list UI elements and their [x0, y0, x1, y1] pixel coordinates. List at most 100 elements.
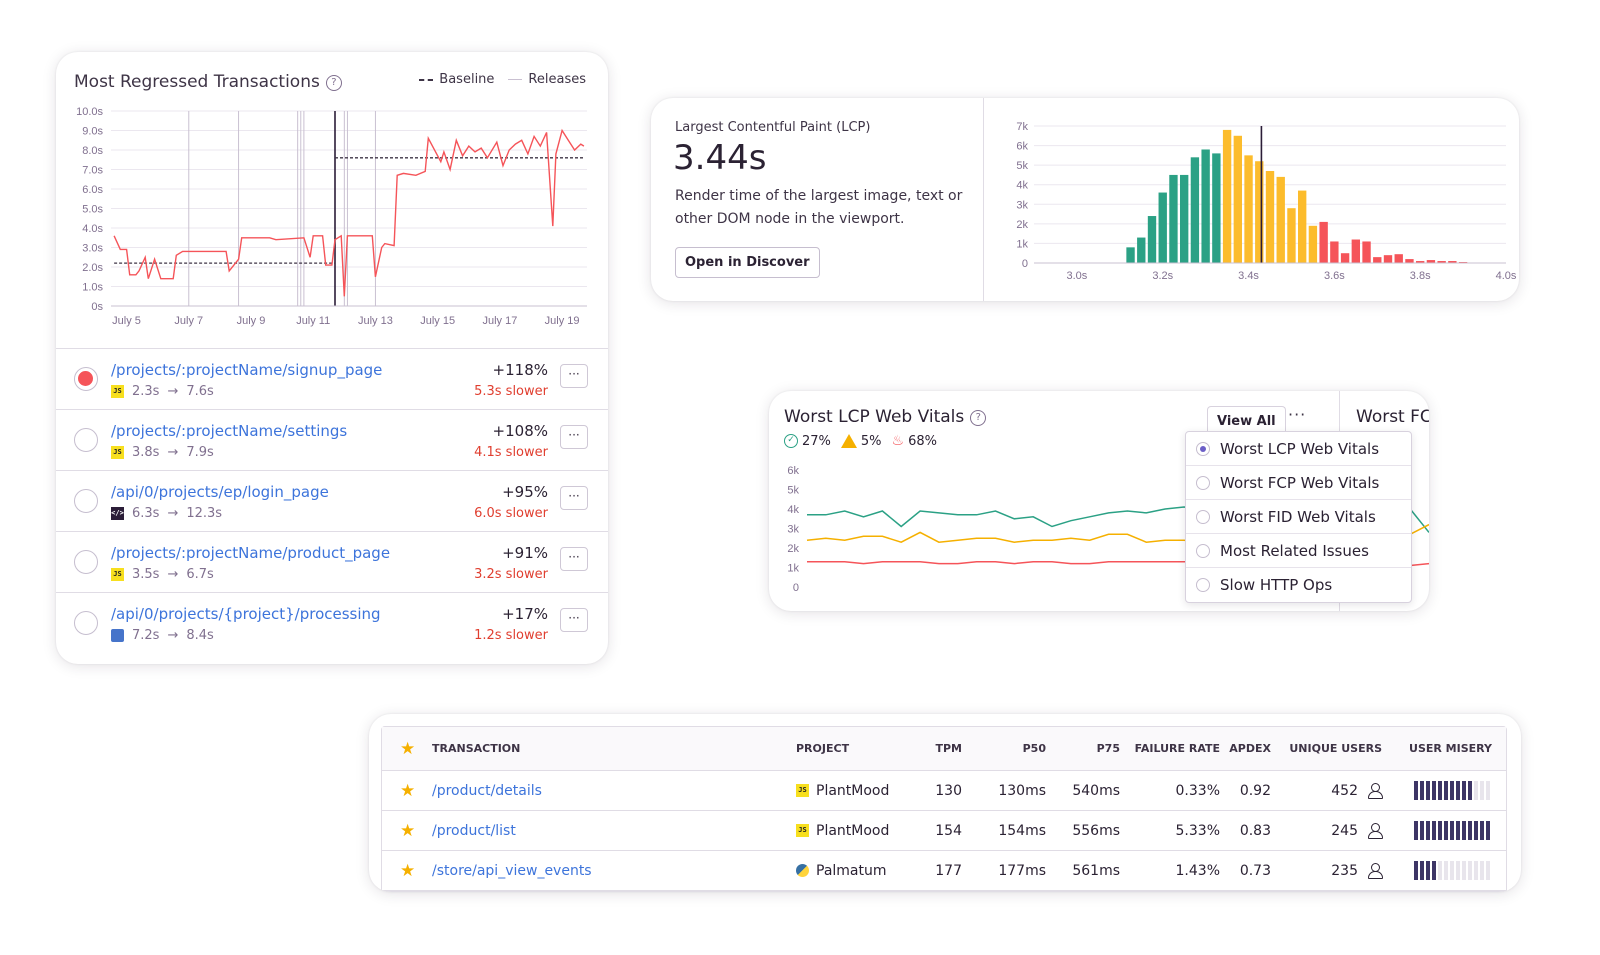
x-tick-label: 3.8s: [1410, 270, 1431, 282]
y-tick-label: 5.0s: [82, 204, 103, 216]
misery-segment: [1462, 821, 1466, 840]
header-tpm[interactable]: TPM: [935, 742, 962, 755]
lcp-card: Largest Contentful Paint (LCP) 3.44s Ren…: [651, 98, 1519, 301]
table-row: ★ /store/api_view_events Palmatum 177 177ms 5…: [382, 851, 1506, 891]
histogram-bar: [1351, 239, 1361, 263]
radio-icon: [1196, 441, 1210, 456]
transaction-name-link[interactable]: /projects/:projectName/settings: [111, 422, 348, 440]
x-tick-label: 3.4s: [1238, 270, 1259, 282]
menu-item[interactable]: Slow HTTP Ops: [1186, 568, 1411, 602]
arrow-right-icon: →: [167, 445, 179, 460]
star-header-icon: ★: [400, 738, 416, 759]
misery-segment: [1432, 781, 1436, 800]
menu-item[interactable]: Worst FCP Web Vitals: [1186, 466, 1411, 500]
transaction-radio[interactable]: [74, 489, 98, 513]
duration-before: 3.8s: [132, 445, 160, 460]
row-more-button[interactable]: ···: [560, 547, 588, 571]
misery-segment: [1414, 781, 1418, 800]
row-more-button[interactable]: ···: [560, 608, 588, 632]
view-all-button[interactable]: View All: [1207, 406, 1286, 435]
histogram-bar: [1308, 225, 1318, 263]
transaction-link[interactable]: /store/api_view_events: [432, 862, 592, 879]
transaction-name-link[interactable]: /api/0/projects/ep/login_page: [111, 483, 329, 501]
header-failure-rate[interactable]: FAILURE RATE: [1134, 742, 1220, 755]
histogram-bar: [1147, 216, 1157, 263]
cell-tpm: 177: [935, 862, 962, 879]
transaction-list: /projects/:projectName/signup_page JS 2.3s…: [56, 348, 608, 653]
python-icon: [796, 864, 809, 877]
transaction-row[interactable]: /projects/:projectName/settings JS 3.8s → 7.…: [56, 409, 608, 470]
y-tick-label: 1.0s: [82, 282, 103, 294]
transaction-radio[interactable]: [74, 428, 98, 452]
row-more-button[interactable]: ···: [560, 486, 588, 510]
menu-item-label: Worst LCP Web Vitals: [1220, 439, 1380, 458]
misery-segment: [1414, 861, 1418, 880]
histogram-bar: [1244, 155, 1253, 263]
transaction-row[interactable]: /api/0/projects/{project}/processing 7.2s…: [56, 592, 608, 653]
legend-baseline[interactable]: Baseline: [419, 72, 494, 87]
transaction-link[interactable]: /product/details: [432, 782, 542, 799]
x-tick-label: July 15: [420, 315, 455, 327]
menu-item[interactable]: Worst FID Web Vitals: [1186, 500, 1411, 534]
transaction-durations: JS 3.8s → 7.9s: [111, 445, 214, 460]
star-icon[interactable]: ★: [400, 860, 416, 881]
duration-after: 6.7s: [186, 567, 214, 582]
duration-before: 6.3s: [132, 506, 160, 521]
header-p75[interactable]: P75: [1096, 742, 1120, 755]
star-icon[interactable]: ★: [400, 820, 416, 841]
transaction-row[interactable]: /projects/:projectName/product_page JS 3.5…: [56, 531, 608, 592]
y-tick-label: 0: [793, 582, 799, 594]
transaction-link[interactable]: /product/list: [432, 822, 516, 839]
solid-line-icon: [508, 79, 523, 80]
open-in-discover-button[interactable]: Open in Discover: [675, 247, 820, 278]
header-unique-users[interactable]: UNIQUE USERS: [1289, 742, 1382, 755]
vitals-summary: ✓ 27% 5% ♨ 68%: [784, 433, 937, 449]
row-more-button[interactable]: ···: [560, 364, 588, 388]
help-icon[interactable]: ?: [970, 410, 987, 426]
transaction-name-link[interactable]: /projects/:projectName/signup_page: [111, 361, 383, 379]
transaction-row[interactable]: /projects/:projectName/signup_page JS 2.3s…: [56, 348, 608, 409]
misery-segment: [1486, 861, 1490, 880]
menu-item[interactable]: Worst LCP Web Vitals: [1186, 432, 1411, 466]
histogram-bar: [1426, 260, 1436, 263]
transaction-name-link[interactable]: /api/0/projects/{project}/processing: [111, 605, 381, 623]
transaction-radio[interactable]: [74, 611, 98, 635]
help-icon[interactable]: ?: [325, 75, 342, 91]
duration-after: 7.6s: [186, 384, 214, 399]
misery-segment: [1480, 821, 1484, 840]
arrow-right-icon: →: [167, 567, 179, 582]
header-p50[interactable]: P50: [1022, 742, 1046, 755]
transaction-radio[interactable]: [74, 367, 98, 391]
duration-after: 8.4s: [186, 628, 214, 643]
lcp-value: 3.44s: [673, 138, 767, 178]
x-tick-label: July 5: [112, 315, 141, 327]
misery-segment: [1462, 861, 1466, 880]
star-icon[interactable]: ★: [400, 780, 416, 801]
header-apdex[interactable]: APDEX: [1229, 742, 1271, 755]
histogram-bar: [1330, 241, 1339, 263]
misery-segment: [1468, 861, 1472, 880]
cell-p75: 540ms: [1072, 782, 1120, 799]
header-user-misery[interactable]: USER MISERY: [1409, 742, 1492, 755]
row-more-button[interactable]: ···: [560, 425, 588, 449]
cell-failure-rate: 5.33%: [1175, 822, 1220, 839]
legend-releases[interactable]: Releases: [508, 72, 586, 87]
header-transaction[interactable]: TRANSACTION: [432, 742, 521, 755]
transaction-radio[interactable]: [74, 550, 98, 574]
slower-by: 5.3s slower: [474, 384, 548, 399]
misery-segment: [1426, 781, 1430, 800]
misery-segment: [1438, 821, 1442, 840]
header-project[interactable]: PROJECT: [796, 742, 850, 755]
user-misery-cell: [1414, 851, 1490, 890]
user-icon: [1368, 823, 1383, 839]
transaction-row[interactable]: /api/0/projects/ep/login_page </> 6.3s → 12.…: [56, 470, 608, 531]
transaction-name-link[interactable]: /projects/:projectName/product_page: [111, 544, 391, 562]
misery-segment: [1420, 781, 1424, 800]
misery-segment: [1438, 781, 1442, 800]
misery-segment: [1450, 861, 1454, 880]
more-options-button[interactable]: ···: [1288, 405, 1307, 424]
menu-item[interactable]: Most Related Issues: [1186, 534, 1411, 568]
meh-percent: 5%: [860, 433, 882, 449]
unique-users-count: 235: [1331, 862, 1358, 879]
transaction-durations: 7.2s → 8.4s: [111, 628, 214, 643]
